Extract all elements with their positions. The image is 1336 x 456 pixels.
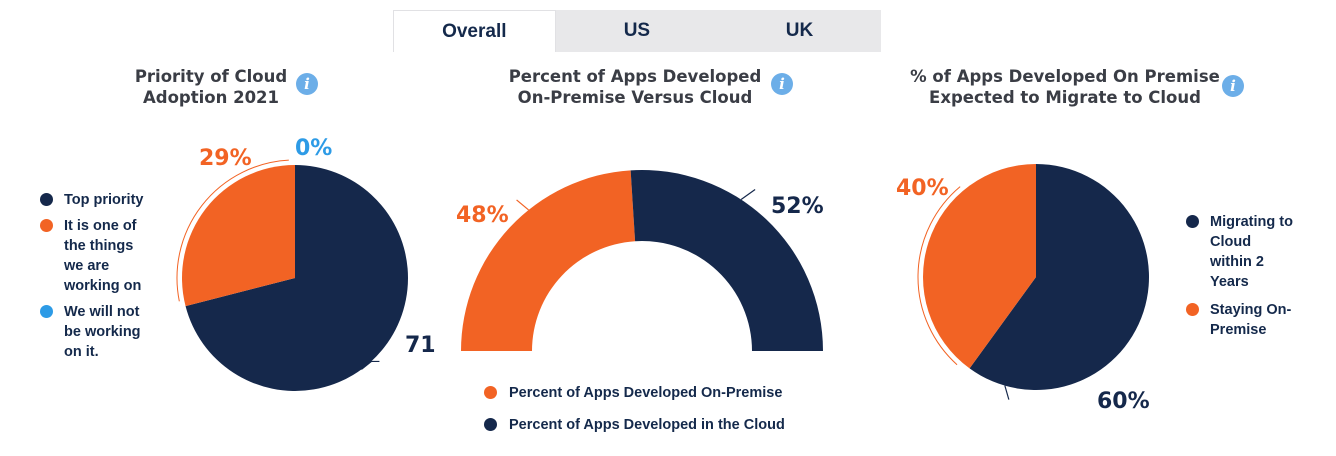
legend-label: Staying On- [1210, 302, 1292, 318]
legend-item-one-of-the-things[interactable]: It is one of the things we are working o… [40, 216, 180, 296]
legend-label: the things [64, 238, 134, 254]
chart3-title-line: % of Apps Developed On Premise [910, 67, 1220, 86]
legend-item-will-not[interactable]: We will not be working on it. [40, 302, 180, 362]
legend-dot [484, 418, 497, 431]
donut-slice [461, 170, 636, 351]
pie1-bracket [176, 159, 289, 302]
info-icon[interactable]: i [296, 73, 318, 95]
legend-label: Years [1210, 274, 1249, 290]
chart2-title-line: On-Premise Versus Cloud [517, 88, 753, 107]
legend-label: Premise [1210, 322, 1267, 338]
legend-label: It is one of [64, 218, 137, 234]
pie3-slice [923, 164, 1036, 369]
legend-label: be working [64, 324, 141, 340]
legend-dot [1186, 303, 1199, 316]
legend-label: within 2 [1210, 254, 1264, 270]
chart1-legend: Top priority It is one of the things we … [40, 190, 180, 362]
legend-item-migrating[interactable]: Migrating to Cloud within 2 Years [1186, 212, 1326, 292]
donut-slice [630, 170, 823, 351]
legend-item-cloud[interactable]: Percent of Apps Developed in the Cloud [484, 415, 824, 435]
donut-leader [516, 199, 529, 211]
legend-dot [1186, 215, 1199, 228]
info-icon[interactable]: i [771, 73, 793, 95]
donut-value-label: 52% [771, 194, 824, 219]
legend-label: Migrating to [1210, 214, 1293, 230]
chart3-legend: Migrating to Cloud within 2 Years Stayin… [1186, 212, 1326, 340]
region-tabs: Overall US UK [393, 10, 881, 52]
tab-uk[interactable]: UK [785, 20, 814, 41]
legend-label: we are [64, 258, 110, 274]
pie1-value-label: 0% [295, 136, 332, 161]
chart3-title: % of Apps Developed On Premise Expected … [900, 66, 1230, 108]
pie3-slice [969, 164, 1149, 391]
legend-label: Percent of Apps Developed in the Cloud [509, 417, 785, 433]
donut-value-label: 48% [456, 203, 509, 228]
legend-label: Top priority [64, 192, 144, 208]
chart1-title-line: Priority of Cloud [134, 67, 288, 86]
legend-label: Percent of Apps Developed On-Premise [509, 385, 783, 401]
pie1-leader [361, 360, 380, 370]
legend-dot [40, 305, 53, 318]
chart2-title-line: Percent of Apps Developed [508, 67, 762, 86]
legend-label: on it. [64, 344, 99, 360]
legend-label: working on [64, 278, 142, 294]
chart1-title-line: Adoption 2021 [142, 88, 280, 107]
legend-dot [40, 219, 53, 232]
pie1-slice [182, 165, 295, 307]
legend-item-top-priority[interactable]: Top priority [40, 190, 180, 210]
tab-overall[interactable]: Overall [393, 10, 556, 52]
chart1-title: Priority of Cloud Adoption 2021 [118, 66, 304, 108]
legend-label: We will not [64, 304, 140, 320]
legend-dot [484, 386, 497, 399]
pie3-leader [1004, 385, 1010, 400]
tab-us[interactable]: US [623, 20, 651, 41]
pie1-value-label: 29% [199, 146, 252, 171]
pie3-value-label: 60% [1097, 389, 1150, 414]
chart2-title: Percent of Apps Developed On-Premise Ver… [490, 66, 780, 108]
pie3-bracket [917, 186, 961, 366]
legend-item-on-premise[interactable]: Percent of Apps Developed On-Premise [484, 383, 824, 403]
legend-dot [40, 193, 53, 206]
pie3-value-label: 40% [896, 176, 949, 201]
legend-item-staying[interactable]: Staying On- Premise [1186, 300, 1326, 340]
legend-label: Cloud [1210, 234, 1252, 250]
info-icon[interactable]: i [1222, 75, 1244, 97]
pie1-value-label: 71 [405, 333, 436, 358]
chart3-title-line: Expected to Migrate to Cloud [929, 88, 1201, 107]
chart2-legend: Percent of Apps Developed On-Premise Per… [484, 383, 824, 435]
pie1-slice [185, 165, 408, 391]
donut-leader [740, 189, 756, 201]
